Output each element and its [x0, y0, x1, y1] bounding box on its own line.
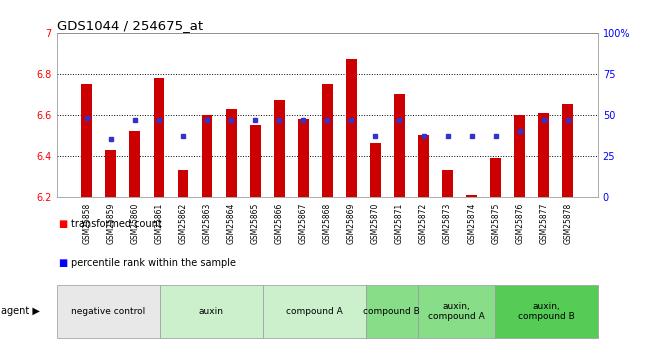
Bar	[106, 149, 116, 197]
Bar	[274, 100, 285, 197]
Bar	[178, 170, 188, 197]
Text: GDS1044 / 254675_at: GDS1044 / 254675_at	[57, 19, 203, 32]
Text: auxin: auxin	[199, 307, 224, 316]
Bar	[418, 135, 429, 197]
Bar	[226, 109, 236, 197]
Bar	[202, 115, 212, 197]
Text: compound B: compound B	[363, 307, 420, 316]
Text: ■: ■	[58, 219, 67, 229]
Bar	[442, 170, 453, 197]
Text: negative control: negative control	[71, 307, 146, 316]
Bar	[562, 105, 573, 197]
Bar	[370, 144, 381, 197]
Bar	[394, 94, 405, 197]
Text: ■: ■	[58, 258, 67, 268]
Bar	[322, 84, 333, 197]
Text: compound A: compound A	[286, 307, 343, 316]
Bar	[466, 195, 477, 197]
Text: percentile rank within the sample: percentile rank within the sample	[71, 258, 236, 268]
Text: auxin,
compound A: auxin, compound A	[428, 302, 484, 321]
Bar	[130, 131, 140, 197]
Bar	[154, 78, 164, 197]
Bar	[346, 59, 357, 197]
Text: auxin,
compound B: auxin, compound B	[518, 302, 574, 321]
Bar	[490, 158, 501, 197]
Bar	[538, 113, 549, 197]
Bar	[81, 84, 92, 197]
Text: agent ▶: agent ▶	[1, 306, 40, 316]
Bar	[514, 115, 525, 197]
Bar	[250, 125, 261, 197]
Text: transformed count: transformed count	[71, 219, 162, 229]
Bar	[298, 119, 309, 197]
